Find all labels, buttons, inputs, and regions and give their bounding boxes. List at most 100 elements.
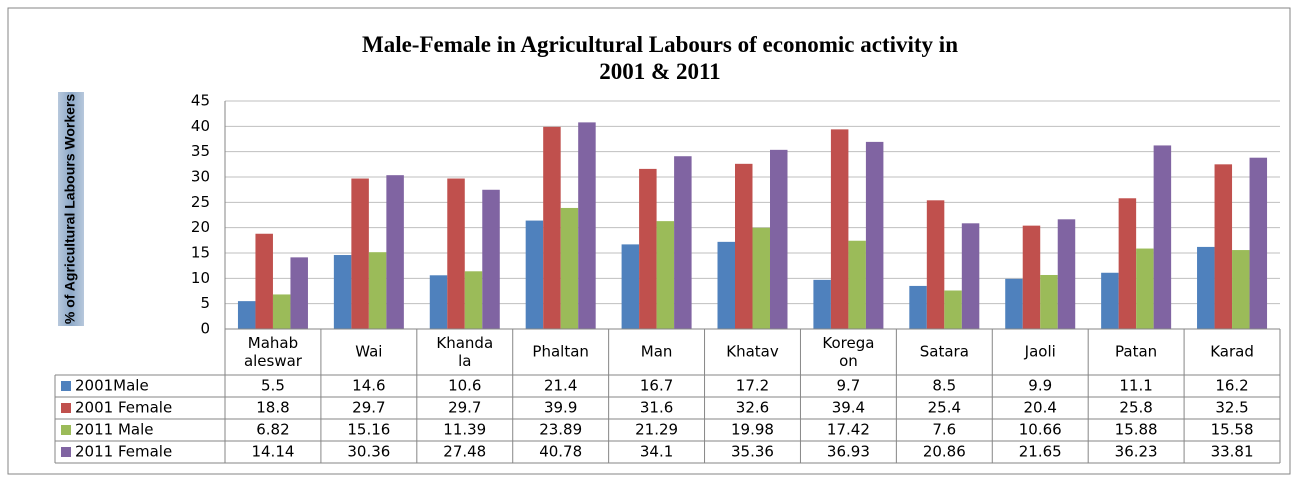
y-label-box xyxy=(58,92,84,326)
table-cell: 20.4 xyxy=(1024,399,1057,417)
bar xyxy=(961,223,980,329)
bar xyxy=(1118,198,1137,329)
bar xyxy=(464,271,483,329)
bar xyxy=(717,241,735,329)
y-tick-label: 45 xyxy=(191,92,210,110)
table-cell: 21.65 xyxy=(1019,443,1062,461)
y-tick-label: 10 xyxy=(191,269,210,287)
x-tick-label: Korega on xyxy=(822,334,874,370)
y-axis-label: % of Agricultural Labours Workers xyxy=(62,94,78,324)
bar xyxy=(735,163,753,329)
bar xyxy=(482,189,500,329)
y-tick-label: 5 xyxy=(200,294,210,312)
table-cell: 14.14 xyxy=(251,443,294,461)
table-cell: 5.5 xyxy=(261,377,285,395)
legend-key xyxy=(61,381,71,391)
bar xyxy=(926,200,945,329)
bar xyxy=(639,168,657,329)
y-tick-label: 35 xyxy=(191,142,210,160)
table-cell: 21.29 xyxy=(635,421,678,439)
bar xyxy=(578,122,596,329)
table-cell: 39.9 xyxy=(544,399,577,417)
table-cell: 15.58 xyxy=(1211,421,1254,439)
table-cell: 8.5 xyxy=(932,377,956,395)
table-cell: 33.81 xyxy=(1211,443,1254,461)
chart-title: Male-Female in Agricultural Labours of e… xyxy=(362,32,958,84)
bar xyxy=(1153,145,1172,329)
bar xyxy=(1005,278,1023,329)
y-tick-label: 15 xyxy=(191,244,210,262)
x-tick-label: Khanda la xyxy=(436,334,493,370)
bar xyxy=(656,221,675,329)
bar xyxy=(333,255,352,329)
bar xyxy=(368,252,387,329)
bar xyxy=(752,227,770,329)
bar xyxy=(1022,225,1041,329)
table-cell: 36.93 xyxy=(827,443,870,461)
table-cell: 29.7 xyxy=(448,399,481,417)
table-cell: 32.5 xyxy=(1215,399,1248,417)
bar xyxy=(255,233,273,329)
table-cell: 10.6 xyxy=(448,377,481,395)
legend-label: 2011 Male xyxy=(75,421,153,439)
table-cell: 29.7 xyxy=(352,399,385,417)
table-cell: 16.2 xyxy=(1215,377,1248,395)
table-cell: 9.7 xyxy=(836,377,860,395)
legend-key xyxy=(61,425,71,435)
table-cell: 20.86 xyxy=(923,443,966,461)
table-cell: 7.6 xyxy=(932,421,956,439)
table-cell: 16.7 xyxy=(640,377,673,395)
x-tick-label: Satara xyxy=(920,343,969,361)
bar xyxy=(1214,164,1233,329)
y-tick-label: 25 xyxy=(191,193,210,211)
bar xyxy=(909,285,927,329)
x-tick-label: Khatav xyxy=(726,343,779,361)
bar xyxy=(830,129,849,329)
table-cell: 15.88 xyxy=(1115,421,1158,439)
table-cell: 18.8 xyxy=(256,399,289,417)
x-tick-label: Mahab aleswar xyxy=(244,334,303,370)
bar xyxy=(560,207,579,329)
x-tick-label: Karad xyxy=(1210,343,1254,361)
table-cell: 25.4 xyxy=(928,399,961,417)
y-tick-label: 0 xyxy=(200,320,210,338)
bar xyxy=(1197,246,1215,329)
table-cell: 25.8 xyxy=(1119,399,1152,417)
bar xyxy=(237,301,256,329)
bar xyxy=(674,156,692,329)
bar xyxy=(1232,250,1250,329)
legend-label: 2001Male xyxy=(75,377,149,395)
y-tick-label: 20 xyxy=(191,218,210,236)
table-cell: 32.6 xyxy=(736,399,769,417)
table-cell: 19.98 xyxy=(731,421,774,439)
y-tick-label: 30 xyxy=(191,168,210,186)
table-cell: 10.66 xyxy=(1019,421,1062,439)
legend-label: 2011 Female xyxy=(75,443,172,461)
x-tick-label: Jaoli xyxy=(1024,343,1056,361)
legend-key xyxy=(61,447,71,457)
bar xyxy=(272,294,291,329)
table-cell: 11.1 xyxy=(1119,377,1152,395)
y-tick-label: 40 xyxy=(191,117,210,135)
table-cell: 27.48 xyxy=(443,443,486,461)
bar xyxy=(1101,272,1119,329)
bar xyxy=(813,279,831,329)
bar xyxy=(1136,248,1154,329)
table-cell: 36.23 xyxy=(1115,443,1158,461)
bar xyxy=(429,275,448,329)
bar xyxy=(621,244,640,329)
bar xyxy=(525,220,544,329)
x-tick-label: Man xyxy=(641,343,673,361)
bar xyxy=(848,240,866,329)
bar xyxy=(865,141,884,329)
table-cell: 6.82 xyxy=(256,421,289,439)
bar xyxy=(1040,274,1058,329)
table-cell: 35.36 xyxy=(731,443,774,461)
bar xyxy=(290,257,308,329)
table-cell: 11.39 xyxy=(443,421,486,439)
table-cell: 17.42 xyxy=(827,421,870,439)
bar xyxy=(447,178,465,329)
bar xyxy=(1057,219,1076,329)
table-cell: 40.78 xyxy=(539,443,582,461)
